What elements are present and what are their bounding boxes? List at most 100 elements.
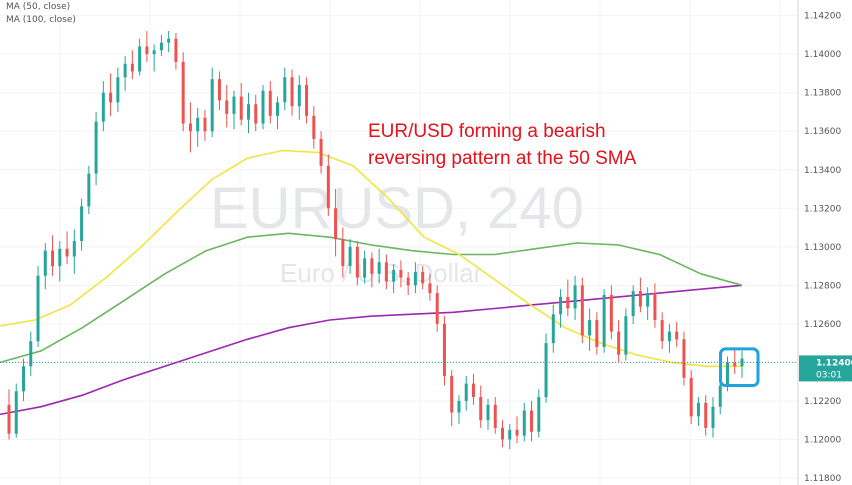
candle [312, 106, 316, 149]
candle [653, 283, 657, 328]
candle [588, 308, 592, 351]
candle [450, 370, 454, 426]
candle-body [232, 96, 236, 114]
candle-body [508, 429, 512, 440]
candle [246, 92, 250, 134]
candle-body [203, 117, 207, 132]
candle-body [522, 410, 526, 436]
candle [493, 397, 497, 434]
candle [22, 358, 26, 401]
candle-body [22, 366, 26, 392]
candle [638, 277, 642, 313]
candle [624, 308, 628, 361]
candle [377, 248, 381, 284]
candle [254, 94, 258, 132]
candle [740, 350, 744, 378]
candle [718, 381, 722, 415]
candle-body [638, 291, 642, 307]
candle-body [268, 90, 272, 116]
candle-body [225, 100, 229, 114]
candle [239, 83, 243, 126]
candle [399, 260, 403, 288]
candle-body [682, 339, 686, 378]
candle [421, 266, 425, 290]
y-tick-label: 1.13200 [804, 204, 841, 214]
candle [181, 52, 185, 132]
legend-ma50[interactable]: MA (50, close) [6, 2, 71, 12]
candle-body [167, 38, 171, 43]
candle [210, 67, 214, 138]
candle-body [123, 63, 127, 78]
candle [392, 264, 396, 294]
candle-body [406, 277, 410, 286]
candle-body [537, 397, 541, 432]
candle-body [442, 323, 446, 376]
candle-body [653, 293, 657, 321]
candle-body [675, 331, 679, 340]
candle-body [602, 294, 606, 347]
candle [7, 389, 11, 440]
candle-body [696, 402, 700, 417]
candle [537, 389, 541, 438]
candle [675, 321, 679, 347]
candle-body [116, 77, 120, 103]
candle [479, 385, 483, 428]
candle [348, 239, 352, 274]
y-tick-label: 1.13400 [804, 166, 841, 176]
candle-body [617, 331, 621, 355]
candle-body [188, 123, 192, 132]
candle-body [109, 92, 113, 103]
candle [457, 395, 461, 425]
candle-body [326, 165, 330, 209]
candle [261, 84, 265, 130]
candle-body [689, 377, 693, 417]
candle-body [624, 316, 628, 355]
candle-body [631, 291, 635, 317]
candle [232, 90, 236, 130]
candle [225, 84, 229, 128]
legend-ma100[interactable]: MA (100, close) [6, 15, 76, 25]
watermark-description: Euro / U.S. Dollar [280, 258, 483, 288]
candle-body [58, 248, 62, 267]
candle-body [174, 38, 178, 62]
candle [65, 231, 69, 265]
candle-body [246, 104, 250, 120]
candle-body [392, 269, 396, 282]
candle-body [530, 410, 534, 432]
candle-body [283, 77, 287, 103]
candle [305, 77, 309, 124]
candle-body [377, 262, 381, 274]
candle [109, 73, 113, 116]
candle-body [435, 293, 439, 324]
candle [130, 50, 134, 80]
candle-body [413, 271, 417, 286]
candle-body [704, 402, 708, 428]
candle [551, 304, 555, 353]
candle [428, 273, 432, 301]
candle [159, 34, 163, 57]
candle-body [319, 138, 323, 166]
candle [363, 250, 367, 284]
y-tick-label: 1.12200 [804, 397, 841, 407]
price-axis: 1.14200 1.14000 1.13800 1.13600 1.13400 1.132… [804, 12, 841, 484]
candle [580, 277, 584, 344]
candle [174, 32, 178, 70]
candle-body [312, 115, 316, 139]
candle-body [87, 173, 91, 207]
candle-body [72, 241, 76, 257]
annotation-line-2: reversing pattern at the 50 SMA [368, 148, 637, 169]
candle-body [479, 397, 483, 421]
candle-body [334, 208, 338, 240]
candle-body [130, 63, 134, 72]
y-tick-label: 1.13000 [804, 243, 841, 253]
candle [442, 316, 446, 386]
candle-body [667, 331, 671, 342]
candle [355, 241, 359, 286]
candle-body [297, 84, 301, 107]
candle-body [196, 117, 200, 132]
candle-body [363, 258, 367, 278]
candle [471, 373, 475, 405]
candle-body [276, 102, 280, 116]
candle-body [51, 250, 55, 267]
